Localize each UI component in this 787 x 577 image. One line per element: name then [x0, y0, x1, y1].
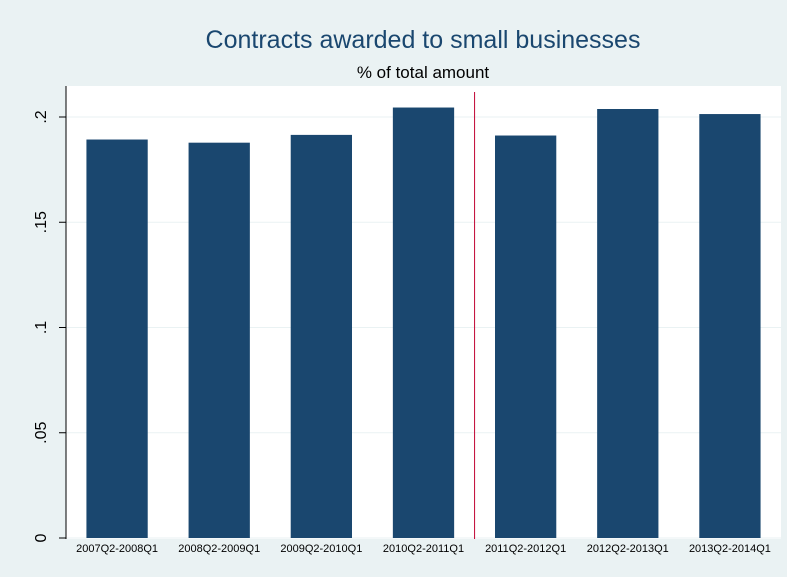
bar [495, 135, 557, 539]
y-tick-label: 0 [33, 533, 50, 542]
chart-subtitle: % of total amount [357, 63, 490, 82]
x-category-label: 2013Q2-2014Q1 [689, 543, 771, 555]
y-tick-label: .05 [33, 422, 50, 444]
x-category-label: 2010Q2-2011Q1 [383, 543, 464, 555]
x-category-label: 2007Q2-2008Q1 [76, 543, 158, 555]
x-category-label: 2012Q2-2013Q1 [587, 543, 669, 555]
bar [392, 107, 455, 538]
x-category-label: 2009Q2-2010Q1 [280, 543, 362, 555]
x-axis-labels: 2007Q2-2008Q1 2008Q2-2009Q1 2009Q2-2010Q1 2… [76, 543, 771, 555]
bars [86, 107, 761, 539]
bar [597, 109, 659, 538]
y-tick-label: .2 [33, 110, 50, 123]
x-category-label: 2011Q2-2012Q1 [485, 543, 566, 555]
bar [290, 134, 352, 538]
y-tick-label: .1 [33, 321, 50, 334]
chart-title: Contracts awarded to small businesses [206, 26, 641, 54]
y-tick-label: .15 [33, 211, 50, 233]
bar [188, 142, 250, 538]
y-axis-ticks: 0 .05 .1 .15 .2 [33, 86, 67, 542]
x-category-label: 2008Q2-2009Q1 [178, 543, 260, 555]
bar [86, 139, 148, 538]
bar [699, 114, 761, 538]
